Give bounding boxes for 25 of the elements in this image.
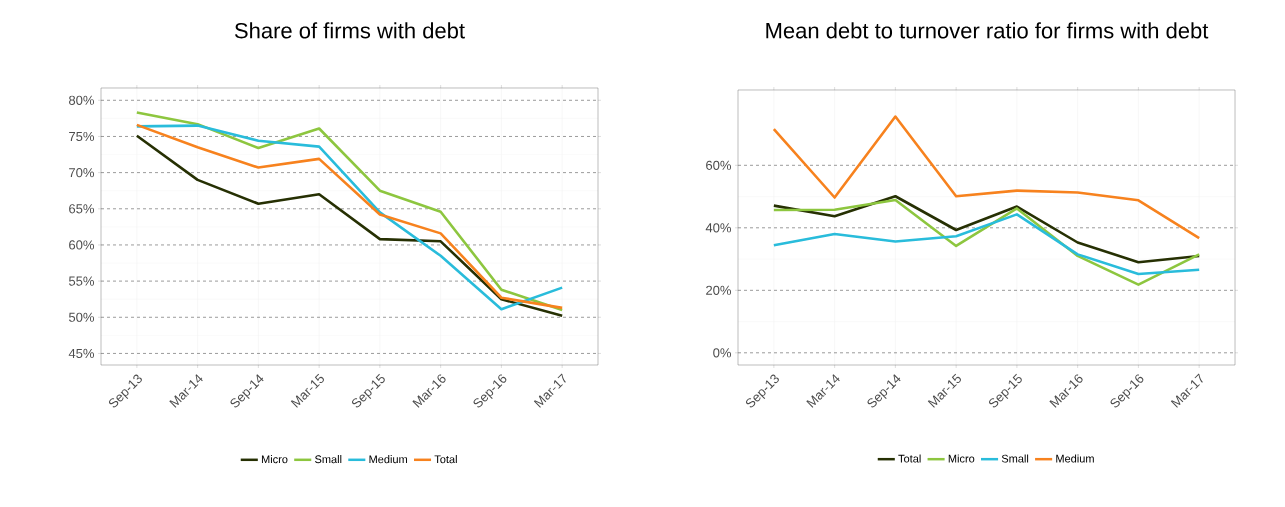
y-tick-label: 80% xyxy=(69,95,95,105)
y-tick-label: 70% xyxy=(69,168,95,178)
y-tick-label: 40% xyxy=(705,223,732,233)
chart-title: Mean debt to turnover ratio for firms with debt xyxy=(766,22,1209,39)
y-tick-label: 50% xyxy=(68,312,95,322)
line-series xyxy=(772,213,1201,276)
y-tick-label: 60% xyxy=(706,160,732,170)
y-tick-label: 60% xyxy=(69,240,95,250)
y-tick-label: 45% xyxy=(68,348,95,358)
chart-title: Share of firms with debt xyxy=(234,22,465,39)
legend-label: Medium xyxy=(1056,454,1094,463)
legend-label: Micro xyxy=(948,454,975,463)
line-series xyxy=(772,115,1201,240)
y-tick-label: 0% xyxy=(713,348,732,358)
legend-label: Small xyxy=(1001,454,1029,463)
legend-label: Medium xyxy=(369,455,407,464)
y-tick-label: 65% xyxy=(69,204,95,214)
line-series xyxy=(772,194,1201,264)
legend-label: Total xyxy=(898,454,921,463)
y-tick-label: 75% xyxy=(69,131,95,142)
legend-label: Small xyxy=(315,455,342,464)
y-tick-label: 55% xyxy=(68,276,95,286)
legend-label: Micro xyxy=(261,455,288,464)
legend-label: Total xyxy=(434,455,457,464)
y-tick-label: 20% xyxy=(706,285,732,295)
